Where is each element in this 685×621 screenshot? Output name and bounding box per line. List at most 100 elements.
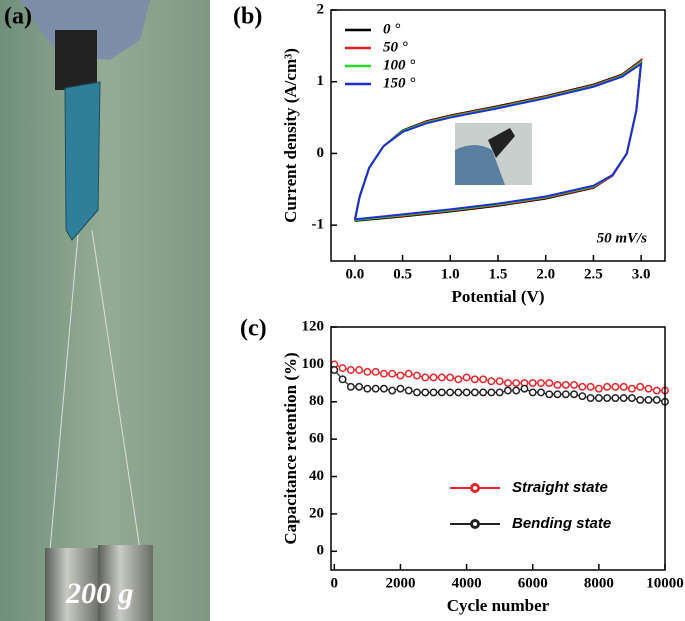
x-tick-label: 4000 <box>452 575 482 591</box>
data-point <box>512 379 521 388</box>
data-point <box>413 371 421 380</box>
data-point <box>346 382 355 391</box>
data-point <box>537 388 545 397</box>
data-point <box>421 373 430 382</box>
y-tick-label: 1 <box>317 73 325 89</box>
x-tick-label: 0 <box>331 575 339 591</box>
x-tick-label: 0.5 <box>393 266 412 282</box>
data-point <box>404 386 413 395</box>
data-point <box>371 367 380 376</box>
data-point <box>479 388 488 397</box>
data-point <box>570 380 579 389</box>
data-point <box>462 388 471 397</box>
data-point <box>537 379 545 388</box>
x-tick-label: 1.5 <box>489 266 508 282</box>
data-point <box>470 388 479 397</box>
photo: (a) 200 g <box>0 0 210 621</box>
string <box>49 234 79 551</box>
data-point <box>578 382 587 391</box>
legend-label: 150 ° <box>383 75 415 91</box>
legend-label: 50 ° <box>383 39 408 55</box>
data-point <box>619 394 628 402</box>
legend-label: 100 ° <box>383 57 415 73</box>
weight <box>45 548 100 621</box>
data-point <box>388 386 397 395</box>
panel-label: (a) <box>4 4 32 30</box>
y-tick-label: 20 <box>309 505 324 521</box>
weight <box>98 545 153 621</box>
x-tick-label: 8000 <box>584 575 614 591</box>
data-point <box>355 366 364 374</box>
x-axis-label: Potential (V) <box>451 287 544 306</box>
data-point <box>594 394 603 402</box>
string <box>91 229 141 551</box>
y-axis-label: Capacitance retention (%) <box>281 352 300 544</box>
inset-photo <box>455 123 532 185</box>
data-point <box>495 388 504 397</box>
annotation: 50 mV/s <box>597 230 648 246</box>
data-point <box>462 373 471 382</box>
data-point <box>396 384 405 393</box>
clip-grip <box>55 30 97 90</box>
data-point <box>652 395 661 404</box>
data-point <box>429 388 438 397</box>
data-point <box>636 382 645 391</box>
data-point <box>404 369 413 378</box>
data-point <box>512 386 521 395</box>
data-point <box>594 384 603 393</box>
weight-caption: 200 g <box>65 577 134 610</box>
x-tick-label: 2.0 <box>536 266 555 282</box>
data-point <box>429 373 438 382</box>
data-point <box>586 394 595 402</box>
data-point <box>330 366 339 374</box>
data-point <box>553 390 562 399</box>
data-point <box>487 388 496 397</box>
data-point <box>503 386 512 395</box>
panel-label: (c) <box>240 316 267 342</box>
photo-background <box>0 0 210 621</box>
y-tick-label: 0 <box>317 145 325 161</box>
data-point <box>396 371 405 380</box>
panel-label: (b) <box>233 4 262 30</box>
inset-hand <box>455 145 505 185</box>
data-point <box>545 379 554 388</box>
data-point <box>553 380 562 389</box>
data-point <box>528 379 537 388</box>
legend-label: Bending state <box>512 515 611 532</box>
data-point <box>413 388 421 397</box>
legend-marker <box>473 522 477 526</box>
data-point <box>487 377 496 386</box>
y-tick-label: -1 <box>312 217 325 233</box>
data-point <box>388 369 397 378</box>
data-point <box>454 388 463 397</box>
data-point <box>338 375 347 384</box>
plot-frame <box>330 326 666 571</box>
x-tick-label: 2000 <box>385 575 415 591</box>
y-tick-label: 2 <box>317 1 325 17</box>
data-point <box>652 386 661 395</box>
y-axis-label: Current density (A/cm³) <box>281 48 300 223</box>
x-axis-label: Cycle number <box>447 596 550 615</box>
data-point <box>355 382 364 391</box>
data-point <box>619 382 628 391</box>
x-tick-label: 3.0 <box>632 266 651 282</box>
data-point <box>603 394 612 402</box>
data-point <box>479 375 488 384</box>
y-tick-label: 40 <box>309 468 324 484</box>
data-point <box>363 367 372 376</box>
x-tick-label: 6000 <box>518 575 548 591</box>
legend-label: Straight state <box>512 479 608 496</box>
data-point <box>644 384 653 393</box>
y-tick-label: 100 <box>302 356 325 372</box>
data-point <box>545 390 554 399</box>
data-point <box>561 390 570 399</box>
data-line <box>353 61 643 221</box>
x-tick-label: 0.0 <box>345 266 364 282</box>
y-tick-label: 0 <box>317 543 325 559</box>
plot-frame <box>330 9 666 262</box>
y-tick-label: 80 <box>309 393 324 409</box>
data-point <box>437 388 446 397</box>
data-point <box>379 384 388 393</box>
